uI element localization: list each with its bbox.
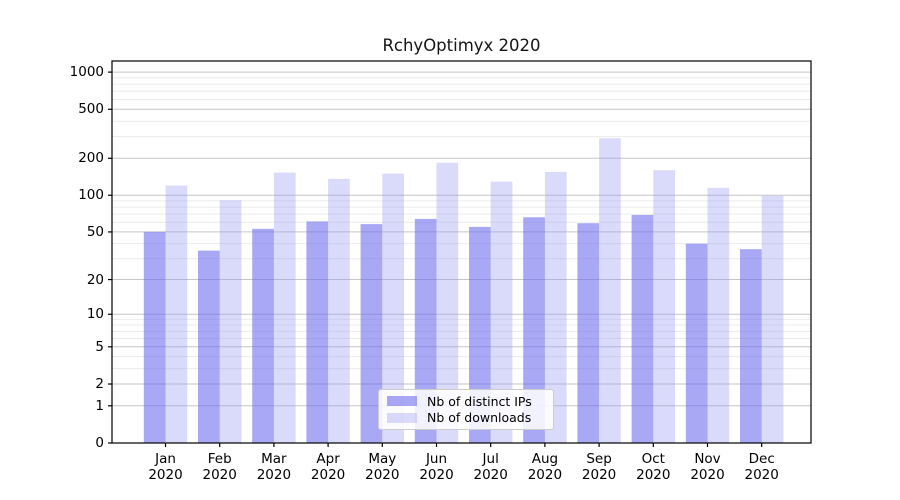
- bar-distinct-ips-sep: [577, 223, 600, 443]
- x-tick-label-aug: Aug 2020: [527, 451, 563, 483]
- bar-distinct-ips-oct: [631, 214, 654, 443]
- y-tick-label: 100: [78, 187, 104, 204]
- bar-downloads-oct: [653, 170, 675, 443]
- bar-downloads-jan: [165, 185, 188, 443]
- bar-downloads-jun: [436, 162, 459, 443]
- legend-swatch-distinct-ips: [387, 395, 417, 407]
- bar-distinct-ips-dec: [740, 249, 762, 443]
- bar-downloads-sep: [599, 138, 621, 443]
- y-tick-label: 10: [86, 306, 104, 323]
- bar-distinct-ips-apr: [306, 221, 329, 443]
- bar-distinct-ips-jan: [143, 231, 166, 443]
- bar-distinct-ips-feb: [198, 250, 220, 443]
- bar-distinct-ips-aug: [523, 217, 545, 443]
- x-tick-label-oct: Oct 2020: [636, 451, 671, 483]
- y-tick-label: 500: [78, 101, 104, 118]
- x-tick-label-apr: Apr 2020: [310, 451, 346, 483]
- x-tick-label-mar: Mar 2020: [256, 451, 292, 483]
- y-tick-label: 200: [78, 150, 104, 167]
- plot-border: [111, 60, 812, 444]
- y-tick-label: 0: [95, 435, 104, 451]
- x-tick-label-jun: Jun 2020: [419, 451, 454, 483]
- bar-downloads-may: [382, 173, 404, 444]
- y-tick-label: 50: [86, 223, 104, 240]
- x-tick-label-feb: Feb 2020: [202, 451, 237, 483]
- y-tick-label: 1: [95, 397, 104, 414]
- x-tick-label-nov: Nov 2020: [690, 451, 725, 483]
- x-tick-label-sep: Sep 2020: [581, 451, 617, 483]
- x-tick-label-jan: Jan 2020: [148, 451, 183, 483]
- bar-distinct-ips-nov: [685, 243, 708, 443]
- bar-distinct-ips-jul: [469, 226, 491, 443]
- x-tick-label-jul: Jul 2020: [473, 451, 508, 483]
- bar-downloads-mar: [273, 172, 296, 443]
- bar-downloads-dec: [761, 195, 784, 443]
- y-tick-label: 20: [86, 271, 104, 288]
- legend-item-distinct-ips: Nb of distinct IPs: [387, 394, 545, 409]
- legend: Nb of distinct IPs Nb of downloads: [378, 389, 554, 430]
- legend-label-distinct-ips: Nb of distinct IPs: [427, 393, 532, 409]
- bar-downloads-jul: [490, 181, 513, 443]
- bar-downloads-aug: [544, 171, 567, 443]
- bar-downloads-apr: [328, 178, 350, 443]
- y-tick-label: 1000: [69, 64, 104, 81]
- legend-item-downloads: Nb of downloads: [387, 410, 545, 425]
- y-tick-label: 2: [95, 376, 104, 393]
- bar-downloads-nov: [707, 187, 730, 443]
- bar-downloads-feb: [219, 200, 242, 443]
- bar-distinct-ips-mar: [252, 228, 274, 443]
- x-tick-label-may: May 2020: [365, 451, 400, 483]
- y-tick-label: 5: [95, 338, 104, 355]
- legend-swatch-downloads: [387, 412, 417, 424]
- legend-label-downloads: Nb of downloads: [427, 410, 532, 426]
- chart-title: RchyOptimyx 2020: [382, 36, 541, 55]
- x-tick-label-dec: Dec 2020: [744, 451, 779, 483]
- bar-distinct-ips-jun: [414, 218, 437, 443]
- bar-distinct-ips-may: [360, 224, 383, 443]
